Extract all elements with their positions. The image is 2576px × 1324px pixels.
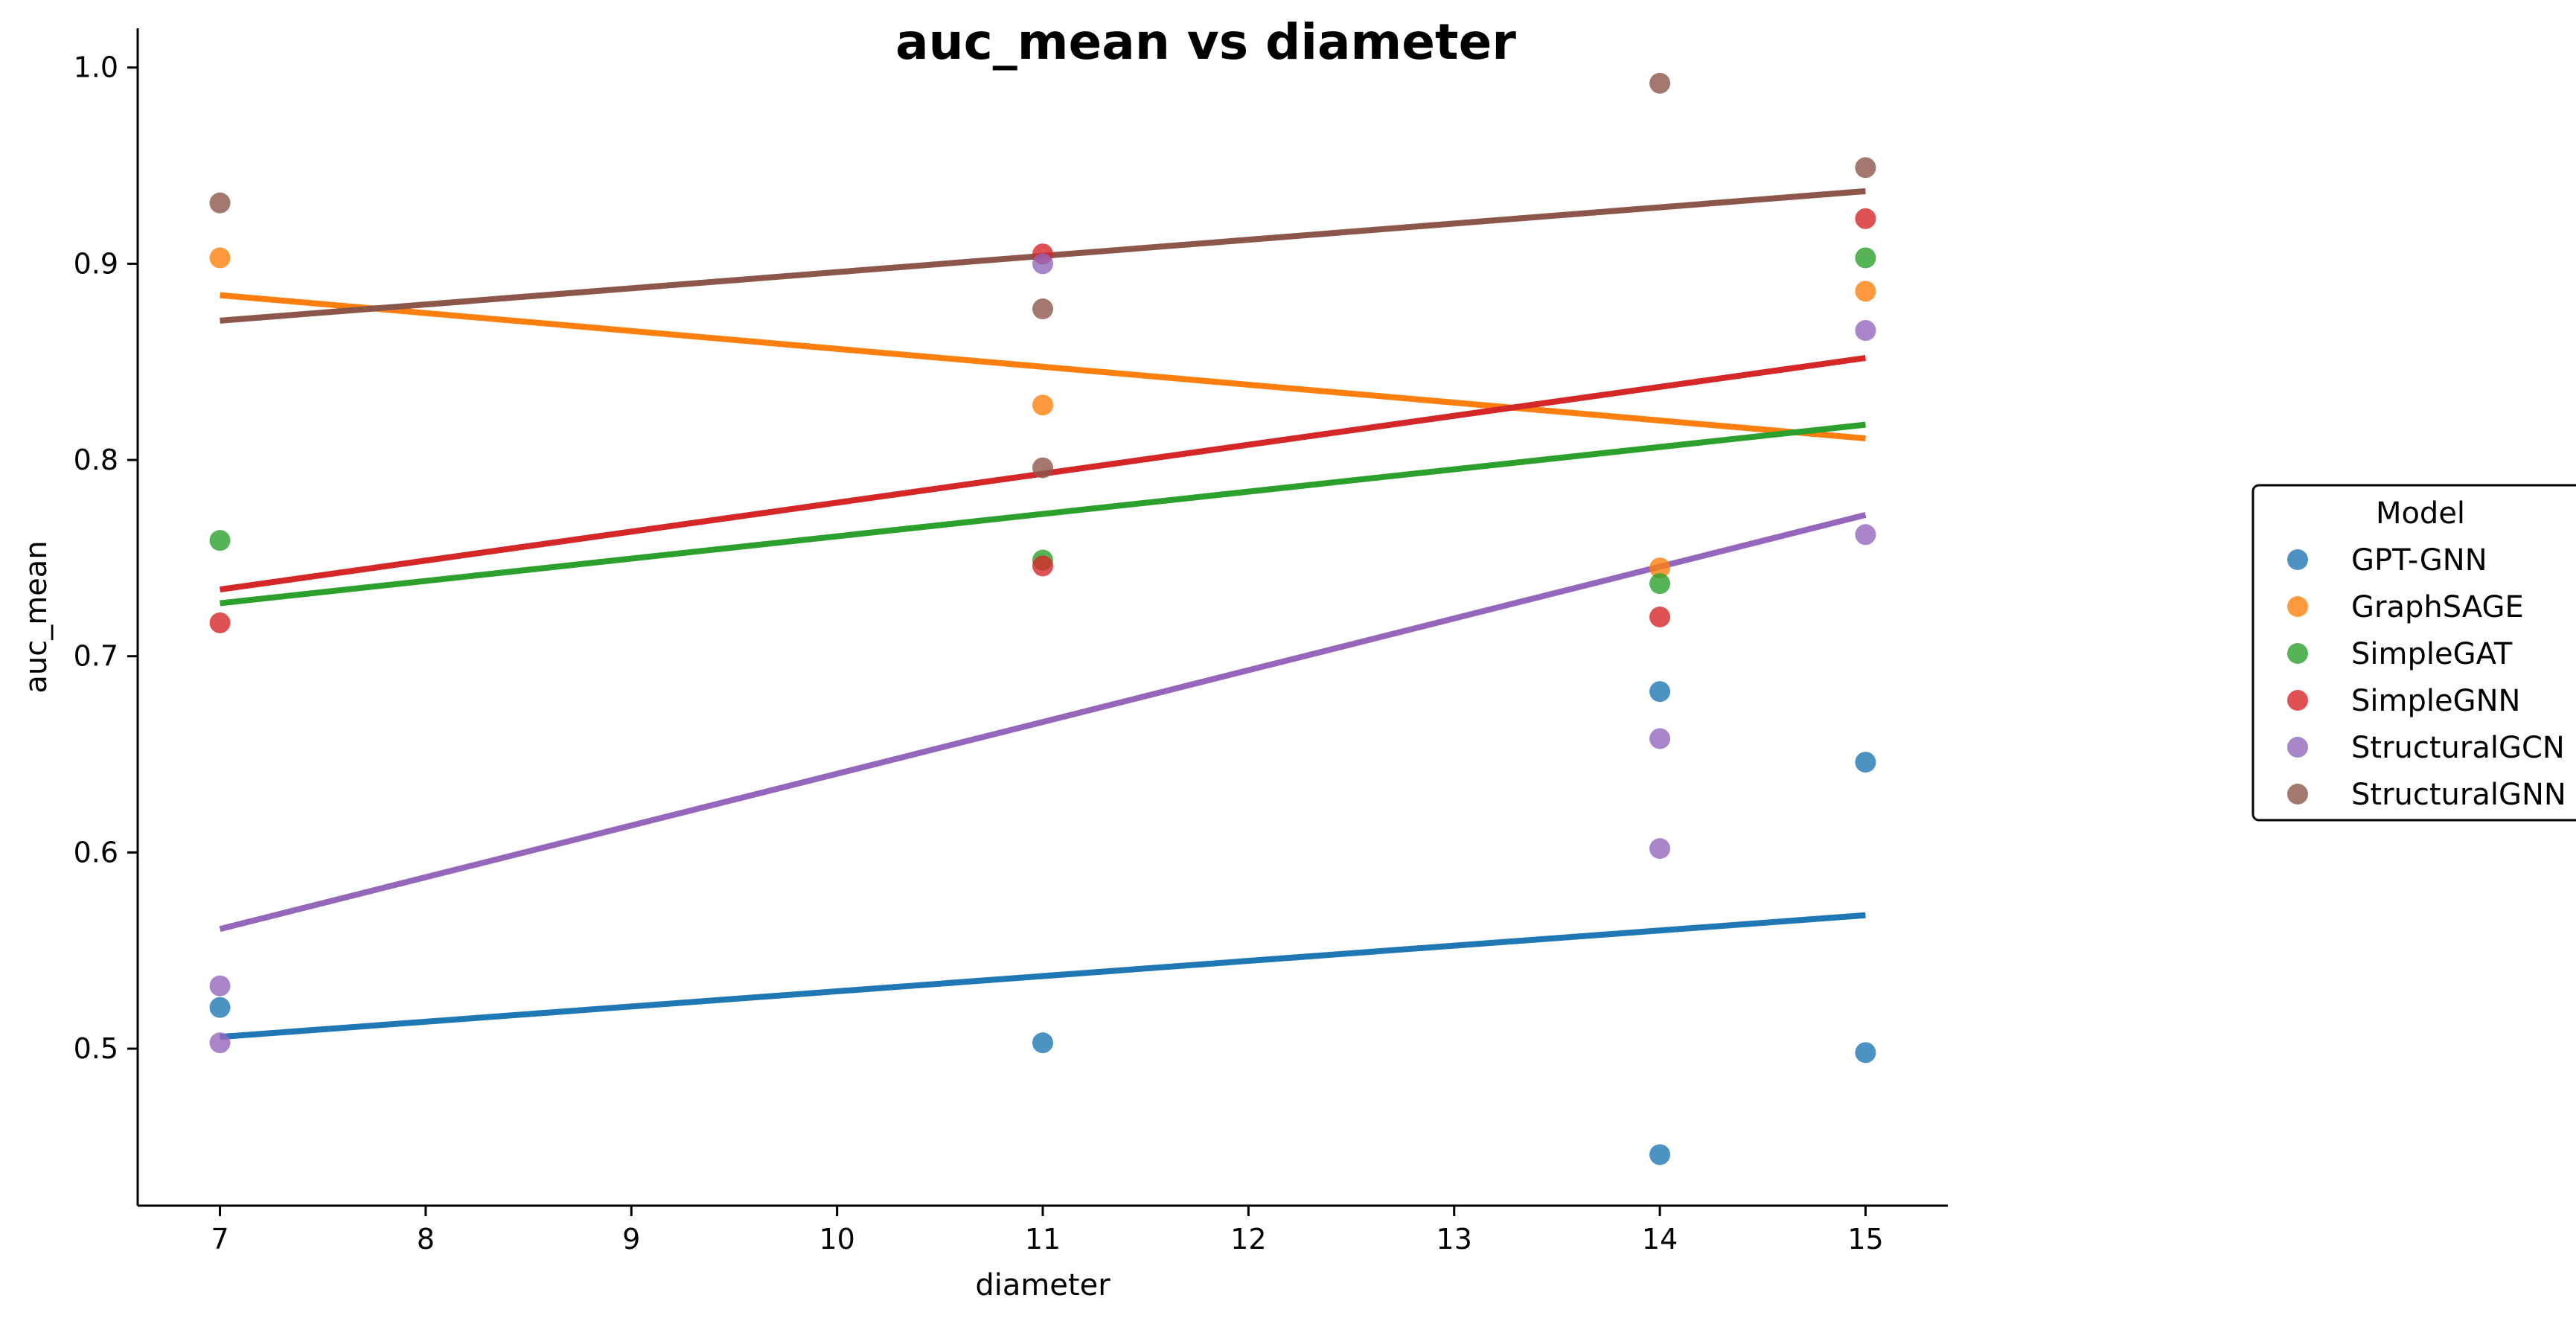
point-structuralgnn-0: [209, 192, 231, 214]
point-gpt-gnn-5: [1855, 1042, 1876, 1064]
x-ticks: 7 8 9 10 11 12 13 14 15: [211, 1206, 1884, 1256]
point-structuralgcn-5: [1855, 320, 1876, 342]
x-tick-label: 12: [1230, 1223, 1266, 1256]
legend-title: Model: [2376, 496, 2465, 531]
point-gpt-gnn-3: [1649, 1144, 1671, 1165]
x-tick-label: 11: [1025, 1223, 1061, 1256]
legend-marker-simplegat: [2287, 643, 2308, 664]
point-gpt-gnn-0: [209, 997, 231, 1018]
point-graphsage-1: [1032, 394, 1053, 416]
y-ticks: 0.5 0.6 0.7 0.8 0.9 1.0: [74, 51, 138, 1065]
y-tick-label: 0.8: [74, 444, 118, 476]
x-tick-label: 9: [622, 1223, 640, 1256]
x-axis-label: diameter: [975, 1268, 1110, 1302]
data-points: [209, 72, 1876, 1165]
point-structuralgnn-1: [1032, 298, 1053, 320]
legend-label-structuralgnn: StructuralGNN: [2351, 778, 2566, 812]
x-tick-label: 7: [211, 1223, 228, 1256]
point-structuralgcn-6: [1855, 524, 1876, 546]
y-tick-label: 0.6: [74, 836, 118, 869]
legend-label-simplegnn: SimpleGNN: [2351, 684, 2520, 718]
x-tick-label: 14: [1642, 1223, 1678, 1256]
x-tick-label: 13: [1436, 1223, 1472, 1256]
legend-marker-structuralgnn: [2287, 784, 2308, 805]
trend-line-simplegat: [220, 421, 1866, 607]
point-structuralgcn-4: [1649, 838, 1671, 860]
point-simplegnn-2: [1032, 555, 1053, 577]
y-tick-label: 0.7: [74, 640, 118, 673]
point-structuralgnn-3: [1649, 72, 1671, 94]
y-tick-label: 1.0: [74, 51, 118, 84]
point-simplegat-0: [209, 530, 231, 551]
point-simplegnn-0: [209, 612, 231, 633]
point-structuralgcn-1: [209, 1032, 231, 1054]
point-structuralgnn-4: [1855, 157, 1876, 179]
point-simplegnn-3: [1649, 607, 1671, 627]
point-simplegat-3: [1855, 247, 1876, 269]
legend: Model GPT-GNN GraphSAGE SimpleGAT SimpleGNN…: [2251, 484, 2576, 822]
trend-line-graphsage: [220, 292, 1866, 442]
point-structuralgcn-3: [1649, 728, 1671, 749]
chart-title: auc_mean vs diameter: [895, 13, 1516, 71]
legend-marker-structuralgcn: [2287, 737, 2308, 758]
y-tick-label: 0.9: [74, 247, 118, 280]
point-simplegat-2: [1649, 573, 1671, 595]
legend-label-graphsage: GraphSAGE: [2351, 590, 2524, 624]
legend-items: GPT-GNN GraphSAGE SimpleGAT SimpleGNN Struct…: [2287, 543, 2566, 812]
legend-marker-graphsage: [2287, 596, 2308, 617]
legend-label-gpt-gnn: GPT-GNN: [2351, 543, 2487, 578]
y-tick-label: 0.5: [74, 1032, 118, 1065]
point-structuralgcn-2: [1032, 253, 1053, 275]
point-structuralgnn-2: [1032, 457, 1053, 479]
point-graphsage-3: [1855, 281, 1876, 302]
y-axis-label: auc_mean: [19, 540, 54, 693]
x-tick-label: 8: [417, 1223, 435, 1256]
legend-marker-simplegnn: [2287, 690, 2308, 711]
point-gpt-gnn-1: [1032, 1032, 1053, 1054]
point-structuralgcn-0: [209, 975, 231, 997]
legend-label-structuralgcn: StructuralGCN: [2351, 731, 2565, 765]
point-graphsage-2: [1649, 557, 1671, 579]
x-tick-label: 15: [1847, 1223, 1883, 1256]
trend-line-structuralgcn: [219, 512, 1867, 933]
legend-label-simplegat: SimpleGAT: [2351, 637, 2513, 671]
legend-marker-gpt-gnn: [2287, 549, 2308, 570]
x-tick-label: 10: [819, 1223, 854, 1256]
legend-box: [2251, 484, 2576, 822]
point-gpt-gnn-2: [1649, 681, 1671, 703]
point-simplegnn-4: [1855, 208, 1876, 229]
point-gpt-gnn-4: [1855, 752, 1876, 773]
trend-line-gpt-gnn: [220, 912, 1866, 1040]
point-graphsage-0: [209, 247, 231, 269]
